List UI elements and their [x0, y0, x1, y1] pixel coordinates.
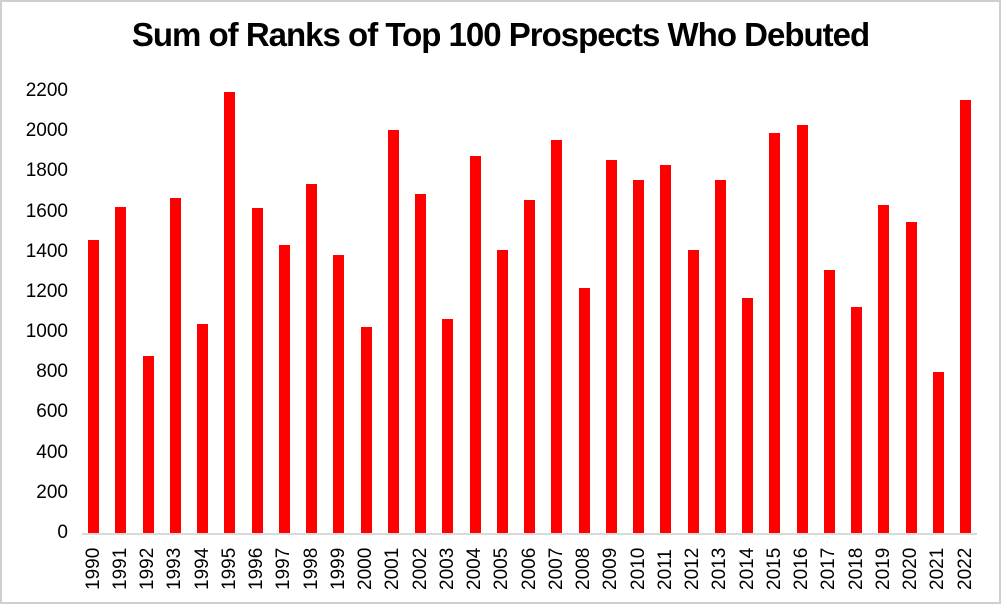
x-tick-label-1996: 1996: [246, 547, 267, 590]
bar-2009: [605, 160, 617, 533]
x-tick-label-1993: 1993: [164, 547, 185, 590]
y-tick-label-1600: 1600: [25, 201, 68, 222]
bar-2008: [578, 288, 590, 533]
bar-1992: [142, 356, 154, 533]
bar-2012: [687, 250, 699, 533]
bar-1997: [278, 245, 290, 533]
x-tick-label-1999: 1999: [328, 547, 349, 590]
x-tick-label-2014: 2014: [737, 547, 758, 590]
y-tick-label-1800: 1800: [25, 160, 68, 181]
bar-2021: [932, 372, 944, 533]
x-tick-label-2011: 2011: [655, 549, 676, 590]
x-tick-label-2012: 2012: [682, 547, 703, 590]
x-tick-label-2005: 2005: [491, 547, 512, 590]
x-tick-label-2018: 2018: [846, 547, 867, 590]
bar-2013: [714, 180, 726, 533]
bar-1998: [306, 184, 317, 533]
bar-2004: [469, 156, 481, 533]
x-tick-label-1991: 1991: [110, 547, 131, 590]
x-tick-label-2019: 2019: [873, 547, 894, 590]
x-tick-label-2001: 2001: [382, 547, 403, 590]
x-tick-label-2022: 2022: [955, 547, 976, 590]
bar-2014: [742, 298, 753, 533]
x-tick-label-2010: 2010: [628, 547, 649, 590]
x-tick-label-1992: 1992: [137, 547, 158, 590]
bar-2007: [551, 140, 563, 533]
y-tick-label-2200: 2200: [25, 80, 68, 101]
x-tick-label-1995: 1995: [219, 547, 240, 590]
y-tick-label-0: 0: [57, 522, 68, 543]
x-tick-label-2008: 2008: [573, 547, 594, 590]
bar-2019: [878, 205, 890, 533]
x-tick-label-2007: 2007: [546, 547, 567, 590]
y-tick-label-1000: 1000: [25, 321, 68, 342]
x-tick-label-1997: 1997: [273, 547, 294, 590]
bar-1995: [224, 92, 236, 533]
chart-title: Sum of Ranks of Top 100 Prospects Who De…: [131, 16, 870, 53]
y-tick-label-800: 800: [36, 361, 68, 382]
x-tick-label-2016: 2016: [791, 547, 812, 590]
x-tick-label-2009: 2009: [600, 547, 621, 590]
x-tick-label-2017: 2017: [818, 547, 839, 590]
y-tick-label-1200: 1200: [25, 281, 68, 302]
bar-1999: [333, 255, 345, 533]
x-tick-label-2006: 2006: [519, 547, 540, 590]
bar-2016: [796, 125, 808, 533]
bar-2010: [633, 180, 644, 533]
bar-2000: [360, 327, 372, 533]
x-tick-label-1998: 1998: [301, 547, 322, 590]
y-tick-label-600: 600: [36, 401, 68, 422]
bar-1993: [169, 198, 181, 533]
plot-area: [82, 91, 977, 535]
x-tick-label-2021: 2021: [927, 547, 948, 590]
bar-2015: [769, 133, 781, 533]
bar-1991: [115, 207, 127, 533]
x-tick-label-2002: 2002: [410, 547, 431, 590]
x-tick-label-2004: 2004: [464, 547, 485, 590]
x-tick-label-2003: 2003: [437, 547, 458, 590]
x-tick-label-1994: 1994: [192, 547, 213, 590]
x-tick-label-2000: 2000: [355, 547, 376, 590]
bar-2011: [660, 165, 672, 533]
bar-2017: [823, 270, 835, 533]
x-tick-label-2020: 2020: [900, 547, 921, 590]
bar-2022: [960, 100, 971, 533]
bar-2006: [524, 200, 535, 533]
y-tick-label-200: 200: [36, 482, 68, 503]
y-tick-label-1400: 1400: [25, 241, 68, 262]
y-tick-label-400: 400: [36, 442, 68, 463]
bar-1996: [251, 208, 263, 533]
bar-2002: [415, 194, 426, 533]
bar-1990: [88, 240, 99, 533]
y-tick-label-2000: 2000: [25, 120, 68, 141]
bar-2001: [387, 130, 399, 533]
bar-2003: [442, 319, 454, 533]
x-tick-label-2013: 2013: [709, 547, 730, 590]
bar-2005: [496, 250, 508, 533]
bar-2018: [851, 307, 862, 533]
bar-1994: [197, 324, 208, 533]
x-tick-label-1990: 1990: [83, 547, 104, 590]
x-tick-label-2015: 2015: [764, 547, 785, 590]
bar-2020: [905, 222, 917, 533]
